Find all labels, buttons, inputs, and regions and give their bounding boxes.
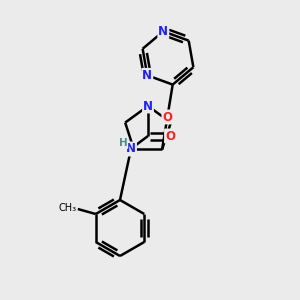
Text: O: O xyxy=(162,110,172,124)
Text: N: N xyxy=(142,69,152,82)
Text: N: N xyxy=(143,100,153,112)
Text: CH₃: CH₃ xyxy=(58,203,77,213)
Text: N: N xyxy=(126,142,136,155)
Text: N: N xyxy=(158,25,168,38)
Text: H: H xyxy=(118,138,127,148)
Text: O: O xyxy=(165,130,175,142)
